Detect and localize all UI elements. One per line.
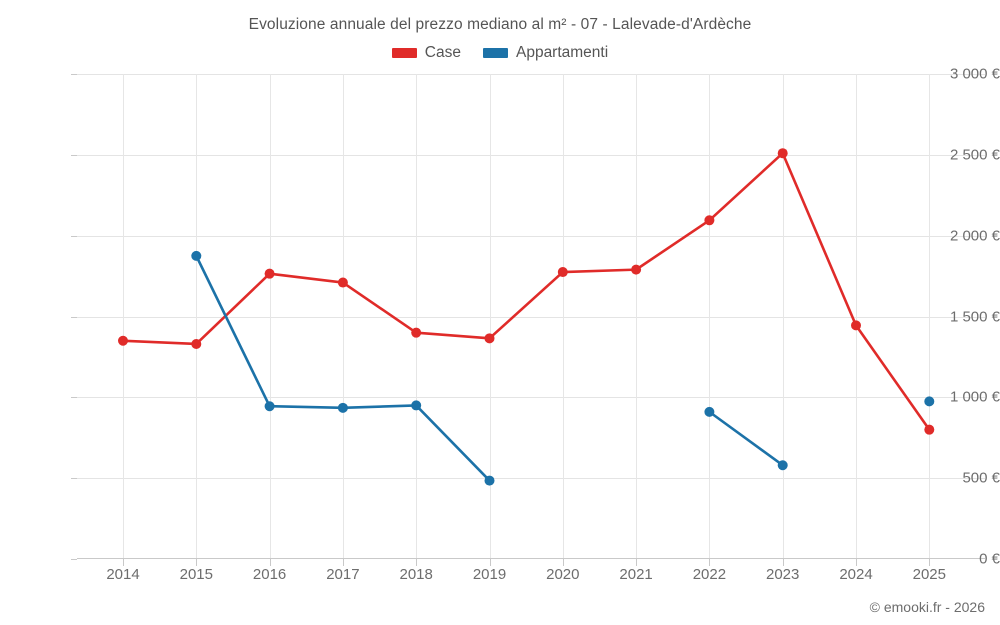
legend-label-appartamenti: Appartamenti — [515, 44, 609, 61]
gridline-horizontal — [77, 74, 985, 75]
gridline-vertical — [123, 74, 124, 559]
legend-item-case[interactable]: Case — [391, 44, 461, 62]
data-point[interactable] — [777, 460, 788, 471]
y-axis-tick-mark — [71, 154, 77, 156]
gridline-vertical — [562, 74, 564, 559]
chart-title: Evoluzione annuale del prezzo mediano al… — [248, 16, 752, 33]
gridline-vertical — [269, 74, 271, 559]
y-axis-tick-label: 2 000 € — [949, 227, 1000, 245]
x-axis-tick-mark — [636, 559, 638, 566]
gridline-vertical — [196, 74, 198, 559]
x-axis-tick-label: 2020 — [546, 566, 580, 583]
x-axis-tick-label: 2017 — [326, 566, 360, 583]
gridline-horizontal — [77, 235, 985, 237]
legend-label-case: Case — [424, 44, 461, 61]
footer-credit: © emooki.fr - 2026 — [869, 599, 985, 615]
plot-area — [77, 74, 985, 559]
gridline-vertical — [489, 74, 491, 559]
x-axis-tick-label: 2016 — [252, 566, 287, 583]
x-axis-tick-label: 2023 — [766, 566, 800, 583]
data-point[interactable] — [484, 333, 495, 344]
y-axis-tick-label: 1 000 € — [949, 388, 1000, 406]
data-point[interactable] — [924, 396, 935, 407]
data-point[interactable] — [264, 401, 275, 412]
y-axis-tick-label: 500 € — [962, 469, 1000, 487]
gridline-vertical — [709, 74, 711, 559]
x-axis-tick-label: 2024 — [839, 566, 873, 583]
gridline-vertical — [929, 74, 931, 559]
data-point[interactable] — [704, 406, 715, 417]
data-point[interactable] — [631, 264, 642, 275]
y-axis-tick-mark — [71, 397, 77, 399]
gridline-vertical — [856, 74, 857, 559]
data-point[interactable] — [191, 338, 202, 349]
data-point[interactable] — [337, 402, 348, 413]
x-axis-tick-label: 2025 — [912, 566, 946, 583]
y-axis-tick-mark — [71, 478, 77, 480]
y-axis-tick-mark — [71, 235, 77, 237]
x-axis-tick-label: 2019 — [472, 566, 507, 583]
chart-legend: Case Appartamenti — [0, 44, 1000, 62]
x-axis-tick-mark — [123, 559, 124, 566]
series-layer — [118, 148, 935, 486]
legend-swatch-case — [391, 48, 417, 58]
data-point[interactable] — [704, 215, 715, 226]
y-axis-tick-mark — [71, 559, 77, 560]
data-point[interactable] — [337, 277, 348, 288]
y-axis-tick-label: 2 500 € — [949, 146, 1000, 164]
x-axis-tick-mark — [929, 559, 931, 566]
x-axis-tick-label: 2014 — [106, 566, 140, 583]
gridline-horizontal — [77, 154, 985, 156]
gridline-vertical — [782, 74, 784, 559]
x-axis-tick-mark — [562, 559, 564, 566]
gridline-vertical — [636, 74, 638, 559]
x-axis-tick-mark — [416, 559, 418, 566]
series-line-case — [121, 151, 931, 431]
data-point[interactable] — [411, 400, 422, 411]
legend-item-appartamenti[interactable]: Appartamenti — [482, 44, 609, 62]
legend-swatch-appartamenti — [482, 48, 508, 58]
gridline-horizontal — [77, 397, 985, 399]
x-axis-line — [77, 558, 985, 559]
x-axis-tick-label: 2018 — [399, 566, 433, 583]
x-axis-tick-mark — [342, 559, 344, 566]
series-line-appartamenti — [708, 410, 785, 467]
gridline-vertical — [342, 74, 344, 559]
x-axis-tick-mark — [782, 559, 784, 566]
x-axis-tick-label: 2022 — [692, 566, 727, 583]
data-point[interactable] — [411, 327, 422, 338]
x-axis-tick-mark — [489, 559, 491, 566]
data-point[interactable] — [264, 268, 275, 279]
data-point[interactable] — [484, 475, 495, 486]
gridline-horizontal — [77, 316, 985, 318]
data-point[interactable] — [851, 320, 861, 331]
data-point[interactable] — [557, 267, 568, 278]
data-point[interactable] — [777, 148, 788, 159]
data-point[interactable] — [118, 335, 128, 346]
x-axis-tick-mark — [196, 559, 198, 566]
gridline-vertical — [416, 74, 418, 559]
x-axis-tick-label: 2015 — [179, 566, 213, 583]
y-axis-tick-label: 0 € — [979, 550, 1000, 568]
y-axis-tick-mark — [71, 316, 77, 318]
data-point[interactable] — [191, 250, 202, 261]
x-axis-tick-mark — [856, 559, 857, 566]
series-line-appartamenti — [195, 254, 491, 482]
y-axis-tick-label: 3 000 € — [949, 65, 1000, 83]
x-axis-tick-label: 2021 — [619, 566, 653, 583]
y-axis-tick-label: 1 500 € — [949, 308, 1000, 325]
gridline-horizontal — [77, 478, 985, 480]
x-axis-tick-mark — [709, 559, 711, 566]
y-axis-tick-mark — [71, 74, 77, 75]
x-axis-tick-mark — [269, 559, 271, 566]
data-point[interactable] — [924, 424, 935, 435]
